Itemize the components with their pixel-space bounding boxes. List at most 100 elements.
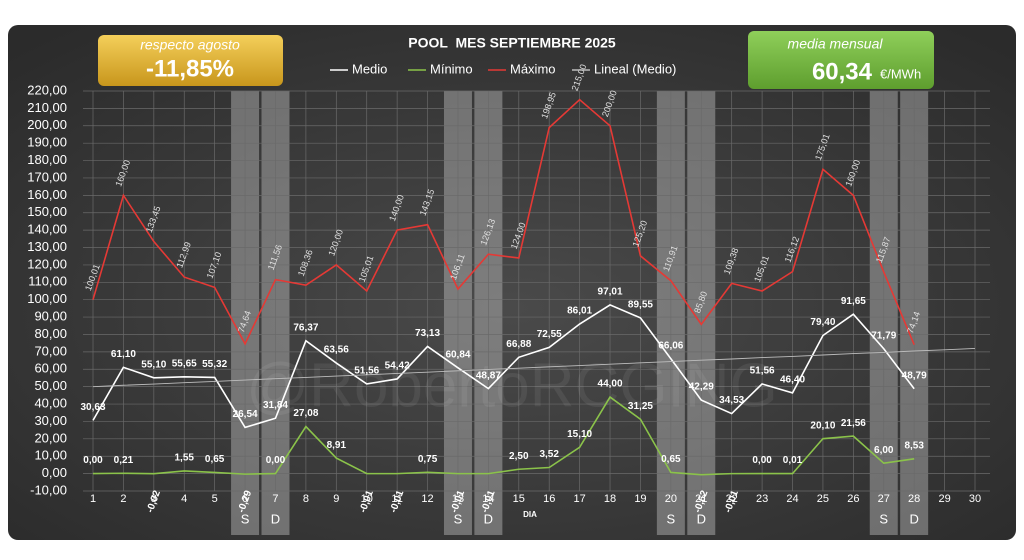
x-tick-label: 14 xyxy=(482,493,494,505)
data-label: 79,40 xyxy=(810,317,835,328)
y-tick-label: 100,00 xyxy=(27,291,67,306)
series-line xyxy=(92,395,915,476)
x-tick-label: 27 xyxy=(878,493,890,505)
data-label: 0,01 xyxy=(783,455,803,466)
data-label: 46,40 xyxy=(780,375,805,386)
x-tick-label: 30 xyxy=(969,493,981,505)
data-label: 66,06 xyxy=(658,340,683,351)
data-label: 21,56 xyxy=(841,418,866,429)
x-tick-label: 28 xyxy=(908,493,920,505)
weekend-label: D xyxy=(484,511,493,526)
data-label: 55,10 xyxy=(141,359,166,370)
data-label: 60,84 xyxy=(445,349,470,360)
weekend-label: S xyxy=(241,511,250,526)
change-box xyxy=(98,35,283,86)
x-tick-label: 13 xyxy=(452,493,464,505)
y-tick-label: 30,00 xyxy=(34,413,67,428)
data-label: 0,00 xyxy=(752,455,772,466)
x-tick-label: 20 xyxy=(665,493,677,505)
x-tick-label: 22 xyxy=(726,493,738,505)
x-tick-label: 11 xyxy=(391,493,402,505)
average-caption: media mensual xyxy=(788,36,884,52)
legend-label: Mínimo xyxy=(430,61,473,76)
x-tick-label: 17 xyxy=(573,493,585,505)
data-label: 97,01 xyxy=(598,287,623,298)
series-line xyxy=(92,98,915,346)
x-tick-label: 16 xyxy=(543,493,555,505)
x-tick-label: 19 xyxy=(634,493,646,505)
weekend-label: D xyxy=(909,511,918,526)
data-label: 27,08 xyxy=(293,408,318,419)
y-tick-label: 140,00 xyxy=(27,222,67,237)
data-label: 48,87 xyxy=(476,370,501,381)
data-label: 6,00 xyxy=(874,445,894,456)
average-value: 60,34 xyxy=(812,58,873,85)
x-tick-label: 9 xyxy=(333,493,339,505)
x-tick-label: 8 xyxy=(303,493,309,505)
average-unit: €/MWh xyxy=(880,66,921,81)
data-label: 26,54 xyxy=(233,409,258,420)
y-tick-label: 70,00 xyxy=(34,343,67,358)
y-tick-label: 50,00 xyxy=(34,378,67,393)
data-label: 86,01 xyxy=(567,306,592,317)
x-tick-label: 1 xyxy=(90,493,96,505)
data-label: 8,53 xyxy=(904,440,924,451)
y-tick-label: 110,00 xyxy=(28,274,67,289)
y-tick-label: 40,00 xyxy=(34,395,67,410)
weekend-label: S xyxy=(667,511,676,526)
data-label: 55,65 xyxy=(172,358,197,369)
x-tick-label: 15 xyxy=(513,493,525,505)
data-label: 91,65 xyxy=(841,296,866,307)
x-tick-label: 21 xyxy=(695,493,707,505)
weekend-label: S xyxy=(454,511,463,526)
data-label: 66,88 xyxy=(506,339,531,350)
x-tick-label: 29 xyxy=(938,493,950,505)
data-label: 0,65 xyxy=(661,454,681,465)
data-label: 0,00 xyxy=(266,455,286,466)
data-label: 3,52 xyxy=(539,449,559,460)
data-label: 51,56 xyxy=(750,366,775,377)
x-tick-label: 24 xyxy=(786,493,798,505)
x-tick-label: 23 xyxy=(756,493,768,505)
legend-label: Lineal (Medio) xyxy=(594,61,676,76)
y-tick-label: 180,00 xyxy=(27,152,67,167)
data-label: 0,75 xyxy=(418,454,438,465)
y-tick-label: 160,00 xyxy=(27,187,67,202)
data-label: 44,00 xyxy=(598,379,623,390)
x-axis-label: DIA xyxy=(523,510,537,519)
data-label: 20,10 xyxy=(810,420,835,431)
y-tick-label: 190,00 xyxy=(27,135,67,150)
y-tick-label: 60,00 xyxy=(34,361,67,376)
data-label: 71,79 xyxy=(871,330,896,341)
weekend-label: D xyxy=(697,511,706,526)
y-tick-label: 20,00 xyxy=(34,430,67,445)
x-tick-label: 26 xyxy=(847,493,859,505)
x-tick-label: 25 xyxy=(817,493,829,505)
data-label: 76,37 xyxy=(293,322,318,333)
data-label: 8,91 xyxy=(327,440,347,451)
y-tick-label: -10,00 xyxy=(30,482,67,497)
x-tick-label: 12 xyxy=(421,493,433,505)
y-tick-label: 130,00 xyxy=(27,239,67,254)
y-tick-label: 80,00 xyxy=(34,326,67,341)
data-label: 54,42 xyxy=(385,361,410,372)
y-tick-label: 90,00 xyxy=(34,309,67,324)
x-tick-label: 18 xyxy=(604,493,616,505)
x-tick-label: 10 xyxy=(361,493,373,505)
data-label: 48,79 xyxy=(902,370,927,381)
series-line xyxy=(92,303,915,429)
x-tick-label: 5 xyxy=(212,493,218,505)
chart-title: POOL MES SEPTIEMBRE 2025 xyxy=(408,35,616,51)
x-tick-label: 4 xyxy=(181,493,187,505)
x-tick-label: 3 xyxy=(151,493,157,505)
data-label: 55,32 xyxy=(202,359,227,370)
data-label: 73,13 xyxy=(415,328,440,339)
data-label: 89,55 xyxy=(628,300,653,311)
y-tick-label: 210,00 xyxy=(27,100,67,115)
series-line xyxy=(92,347,976,388)
y-tick-label: 10,00 xyxy=(34,448,67,463)
data-label: 31,25 xyxy=(628,401,653,412)
x-tick-label: 6 xyxy=(242,493,248,505)
